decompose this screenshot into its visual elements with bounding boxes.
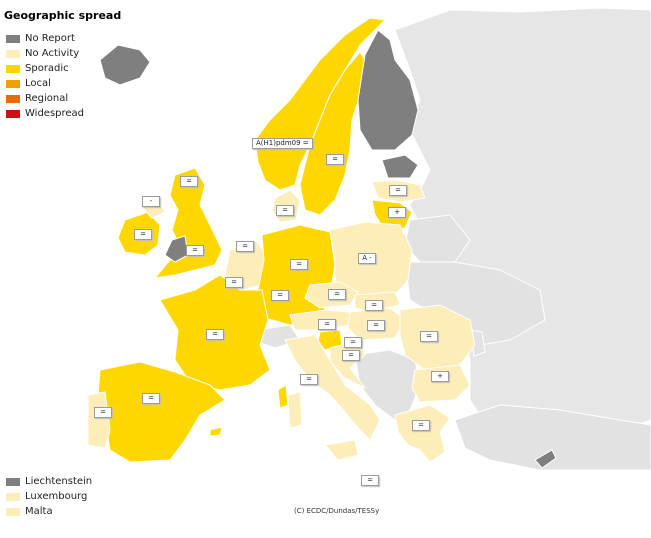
- tag-northern-ireland: -: [142, 196, 160, 207]
- small-state-label: Malta: [25, 506, 53, 517]
- legend-item-widespread: Widespread: [6, 106, 84, 121]
- legend-label: No Report: [25, 33, 75, 44]
- small-states-legend: Liechtenstein Luxembourg Malta: [6, 474, 92, 519]
- tag-belgium: =: [225, 277, 243, 288]
- tag-greece: =: [412, 420, 430, 431]
- legend-label: Sporadic: [25, 63, 69, 74]
- legend-label: Regional: [25, 93, 69, 104]
- sicily-area: [324, 439, 359, 461]
- legend: No Report No Activity Sporadic Local Reg…: [6, 31, 84, 121]
- wales-area: [164, 235, 189, 263]
- small-state-malta: Malta: [6, 504, 92, 519]
- tag-slovenia: =: [344, 337, 362, 348]
- legend-swatch: [6, 64, 20, 73]
- tag-portugal: =: [94, 407, 112, 418]
- tag-england: =: [186, 245, 204, 256]
- legend-item-local: Local: [6, 76, 84, 91]
- legend-item-regional: Regional: [6, 91, 84, 106]
- tag-estonia: =: [389, 185, 407, 196]
- legend-swatch: [6, 94, 20, 103]
- turkey-region: [454, 404, 651, 471]
- tag-scotland: =: [180, 176, 198, 187]
- legend-item-sporadic: Sporadic: [6, 61, 84, 76]
- balkans-region: [354, 349, 421, 421]
- tag-czech: =: [328, 289, 346, 300]
- legend-label: No Activity: [25, 48, 80, 59]
- tag-romania: =: [420, 331, 438, 342]
- tag-sweden: =: [326, 154, 344, 165]
- estonia-area: [381, 154, 419, 179]
- tag-luxembourg: =: [271, 290, 289, 301]
- legend-swatch: [6, 507, 20, 516]
- small-state-label: Liechtenstein: [25, 476, 93, 487]
- corsica-area: [277, 384, 289, 409]
- legend-swatch: [6, 477, 20, 486]
- tag-norway: A(H1)pdm09 =: [252, 138, 313, 149]
- tag-malta: =: [361, 475, 379, 486]
- tag-italy: =: [300, 374, 318, 385]
- greece-area: [394, 404, 451, 463]
- iceland-area: [99, 44, 151, 86]
- bulgaria-area: [411, 364, 471, 403]
- tag-hungary: =: [367, 320, 385, 331]
- cyprus-area: [534, 449, 557, 469]
- legend-swatch: [6, 79, 20, 88]
- legend-swatch: [6, 34, 20, 43]
- legend-label: Widespread: [25, 108, 85, 119]
- portugal-area: [87, 391, 111, 449]
- legend-swatch: [6, 49, 20, 58]
- copyright-credit: (C) ECDC/Dundas/TESSy: [294, 507, 380, 515]
- tag-slovakia: =: [365, 300, 383, 311]
- tag-austria: =: [318, 319, 336, 330]
- tag-spain: =: [142, 393, 160, 404]
- legend-swatch: [6, 109, 20, 118]
- legend-swatch: [6, 492, 20, 501]
- sardinia-area: [287, 391, 303, 429]
- balearic-area: [209, 426, 223, 437]
- tag-bulgaria: +: [431, 371, 449, 382]
- tag-germany: =: [290, 259, 308, 270]
- uk-area: [153, 167, 223, 279]
- map-title: Geographic spread: [4, 9, 122, 22]
- tag-croatia: =: [342, 350, 360, 361]
- tag-france: =: [206, 329, 224, 340]
- small-state-label: Luxembourg: [25, 491, 88, 502]
- tag-ireland: =: [134, 229, 152, 240]
- tag-denmark: =: [276, 205, 294, 216]
- tag-latvia: +: [388, 207, 406, 218]
- small-state-luxembourg: Luxembourg: [6, 489, 92, 504]
- small-state-liechtenstein: Liechtenstein: [6, 474, 92, 489]
- finland-area: [357, 29, 419, 151]
- legend-label: Local: [25, 78, 51, 89]
- legend-item-no-activity: No Activity: [6, 46, 84, 61]
- tag-netherlands: =: [236, 241, 254, 252]
- legend-item-no-report: No Report: [6, 31, 84, 46]
- tag-poland: A -: [358, 253, 376, 264]
